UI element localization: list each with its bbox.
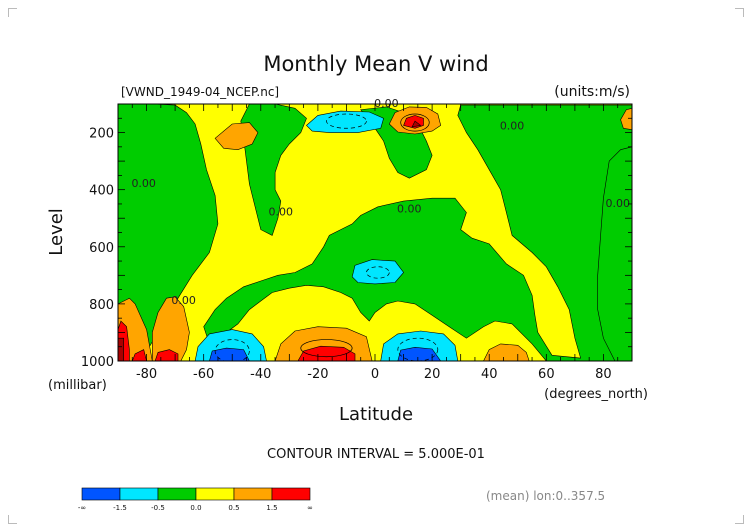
contour-label-3: 0.00	[269, 205, 294, 218]
footer-note: (mean) lon:0..357.5	[486, 489, 605, 503]
colorbar-level-label: ∞	[307, 504, 313, 512]
y-tick-label: 600	[89, 241, 114, 256]
colorbar-swatch	[233, 487, 273, 501]
corner-mark-br	[735, 515, 744, 524]
y-axis-unit: (millibar)	[48, 378, 107, 393]
contour-dashed-lower-left	[214, 339, 250, 361]
file-label: [VWND_1949-04_NCEP.nc]	[121, 85, 279, 99]
contour-label-5: 0.00	[605, 197, 630, 210]
contour-solid-upper-right	[400, 113, 430, 132]
contour-label-6: 0.00	[171, 294, 196, 307]
y-tick-label: 200	[89, 127, 114, 142]
y-tick-label: 400	[89, 184, 114, 199]
region-positive-upper-left	[214, 122, 259, 151]
colorbar-level-label: -1.5	[113, 504, 127, 512]
corner-mark-tr	[735, 8, 744, 17]
axis-ticks: -80 -60 -40 -20 0 20 40 60 80 200 400 600 800 1000	[81, 103, 633, 382]
colorbar-swatch	[119, 487, 159, 501]
region-strong-positive-left	[131, 349, 147, 361]
colorbar-level-label: 0.0	[190, 504, 201, 512]
contour-label-2: 0.00	[131, 177, 156, 190]
region-positive-left-column	[152, 296, 190, 361]
x-tick-label: -20	[307, 367, 328, 382]
colorbar-level-label: 1.5	[266, 504, 277, 512]
contour-label-4: 0.00	[397, 203, 422, 216]
colorbar-level-label: -0.5	[151, 504, 165, 512]
y-tick-label: 1000	[81, 355, 114, 370]
x-axis-label: Latitude	[339, 404, 413, 425]
region-negative-mid	[351, 259, 404, 285]
colorbar-swatch	[195, 487, 235, 501]
x-tick-label: 0	[371, 367, 379, 382]
region-weak-negative-lower-right	[597, 146, 632, 361]
y-tick-label: 800	[89, 298, 114, 313]
x-tick-label: 20	[424, 367, 441, 382]
region-max-upper	[411, 120, 422, 128]
contour-dashed-mid	[366, 266, 390, 279]
region-negative-upper	[306, 110, 384, 133]
region-strong-negative-lower-left	[209, 347, 250, 361]
colorbar-swatch	[81, 487, 121, 501]
x-tick-label: 60	[538, 367, 555, 382]
contour-label-1: 0.00	[500, 120, 525, 133]
corner-mark-bl	[8, 515, 17, 524]
x-tick-label: -60	[193, 367, 214, 382]
region-max-left	[118, 337, 124, 361]
contour-label-0: 0.00	[374, 97, 399, 110]
contour-dashed-upper	[326, 113, 367, 129]
colorbar: -∞ -1.5 -0.5 0.0 0.5 1.5 ∞	[78, 487, 313, 512]
x-axis-unit: (degrees_north)	[544, 387, 648, 402]
x-tick-label: -40	[250, 367, 271, 382]
colorbar-swatch	[271, 487, 311, 501]
contour-labels: 0.00 0.00 0.00 0.00 0.00 0.00 0.00	[131, 97, 630, 307]
x-tick-label: -80	[136, 367, 157, 382]
contour-solid-lower-center	[300, 339, 353, 358]
contour-interval-text: CONTOUR INTERVAL = 5.000E-01	[267, 447, 485, 462]
y-axis-label: Level	[46, 208, 67, 256]
plot-area	[118, 104, 632, 361]
region-positive-upper-right	[620, 107, 632, 131]
region-strong-negative-lower-mid	[397, 346, 442, 361]
contour-dashed-lower-mid	[397, 337, 439, 361]
region-weak-negative-arch	[203, 104, 632, 361]
colorbar-level-label: -∞	[78, 504, 86, 512]
corner-mark-tl	[8, 8, 17, 17]
x-tick-label: 40	[481, 367, 498, 382]
region-strong-positive-lower-center	[297, 345, 356, 361]
units-label: (units:m/s)	[554, 84, 630, 100]
colorbar-swatch	[157, 487, 197, 501]
chart-title: Monthly Mean V wind	[263, 52, 488, 76]
x-tick-label: 80	[595, 367, 612, 382]
colorbar-level-label: 0.5	[228, 504, 239, 512]
